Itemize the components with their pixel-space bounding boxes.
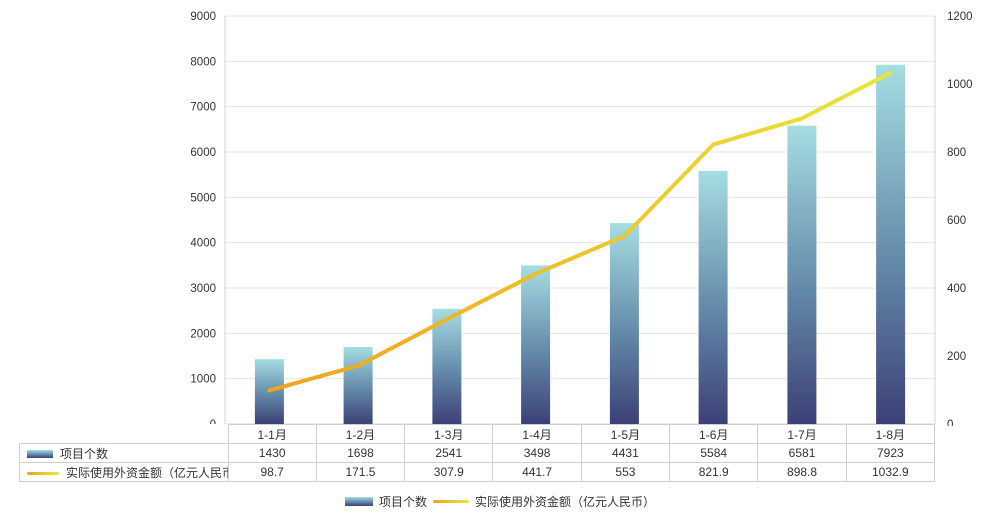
- chart-legend: 项目个数 实际使用外资金额（亿元人民币）: [0, 493, 1000, 510]
- table-value: 4431: [580, 443, 671, 463]
- bar-series-swatch-icon: [344, 497, 373, 506]
- table-value: 5584: [669, 443, 759, 463]
- line-series: [267, 70, 893, 393]
- category-label: 1-2月: [315, 424, 406, 444]
- legend-label-bar-series: 项目个数: [378, 495, 427, 509]
- table-value: 98.7: [227, 462, 317, 482]
- table-value: 898.8: [757, 462, 847, 482]
- category-label: 1-1月: [227, 424, 317, 444]
- category-label: 1-4月: [492, 424, 582, 444]
- table-row: 实际使用外资金额（亿元人民币）98.7171.5307.9441.7553821…: [19, 462, 936, 482]
- plot-area: 0 1000 2000 3000 4000 5000 6000 7000 8000 9000 0 20…: [190, 11, 973, 426]
- bar-1-3月: [432, 308, 462, 424]
- category-label: 1-3月: [404, 424, 494, 444]
- category-label: 1-5月: [580, 424, 671, 444]
- category-label: 1-7月: [757, 424, 847, 444]
- left-axis-tick-label: 1000: [190, 374, 216, 386]
- table-value: 441.7: [492, 462, 582, 482]
- table-value: 3498: [492, 443, 582, 463]
- right-axis-tick-label: 1200: [947, 11, 973, 23]
- table-value: 821.9: [669, 462, 759, 482]
- left-axis-tick-label: 2000: [190, 328, 216, 340]
- table-value: 6581: [757, 443, 847, 463]
- bar-1-6月: [698, 170, 728, 424]
- left-axis-tick-label: 7000: [190, 102, 216, 114]
- legend-item-line-series[interactable]: 实际使用外资金额（亿元人民币）: [433, 493, 655, 510]
- line-series-swatch-icon: [433, 499, 469, 504]
- series-name: 项目个数: [60, 446, 109, 461]
- left-axis-tick-label: 5000: [190, 192, 216, 204]
- right-axis-tick-label: 800: [947, 147, 966, 159]
- category-label: 1-8月: [845, 424, 936, 444]
- series-name: 实际使用外资金额（亿元人民币）: [66, 465, 227, 480]
- table-row: 项目个数 1430 1698 2541 3498 4431 5584 6581 7923: [19, 443, 936, 463]
- left-axis-tick-label: 3000: [190, 283, 216, 295]
- data-table-body: 1-1月 1-2月 1-3月 1-4月 1-5月 1-6月 1-7月 1-8月项目个数 1430…: [19, 424, 936, 482]
- right-axis-tick-label: 400: [947, 283, 966, 295]
- bar-1-7月: [787, 125, 817, 424]
- category-row: 1-1月 1-2月 1-3月 1-4月 1-5月 1-6月 1-7月 1-8月: [20, 424, 936, 444]
- left-axis-tick-label: 9000: [190, 11, 216, 23]
- table-value: 307.9: [404, 462, 494, 482]
- table-value: 2541: [404, 443, 494, 463]
- bar-legend-key-icon: [27, 450, 53, 459]
- bar-1-5月: [609, 223, 639, 424]
- left-axis-tick-label: 6000: [190, 147, 216, 159]
- line-legend-key-icon: [27, 471, 59, 475]
- data-table: 1-1月 1-2月 1-3月 1-4月 1-5月 1-6月 1-7月 1-8月项目个数 1430…: [19, 424, 936, 482]
- table-corner-cell: [20, 425, 229, 444]
- legend-label-line-series: 实际使用外资金额（亿元人民币）: [475, 495, 656, 509]
- table-value: 1430: [227, 443, 317, 463]
- table-value: 1698: [315, 443, 406, 463]
- table-value: 1032.9: [845, 462, 936, 482]
- row-header-line-series: 实际使用外资金额（亿元人民币）: [19, 462, 229, 482]
- left-axis-tick-label: 4000: [190, 238, 216, 250]
- left-axis-tick-label: 0: [210, 419, 216, 426]
- table-value: 171.5: [315, 462, 406, 482]
- table-value: 553: [580, 462, 671, 482]
- category-label: 1-6月: [669, 424, 759, 444]
- bar-1-8月: [876, 64, 906, 425]
- right-axis-tick-label: 200: [947, 351, 966, 363]
- row-header-bar-series: 项目个数: [19, 443, 229, 463]
- legend-item-bar-series[interactable]: 项目个数: [344, 493, 427, 510]
- right-axis-tick-label: 1000: [947, 79, 973, 91]
- right-axis-tick-label: 600: [947, 215, 966, 227]
- right-axis-tick-label: 0: [947, 419, 953, 426]
- table-value: 7923: [845, 443, 936, 463]
- bar-1-4月: [521, 265, 551, 424]
- left-axis-tick-label: 8000: [190, 56, 216, 68]
